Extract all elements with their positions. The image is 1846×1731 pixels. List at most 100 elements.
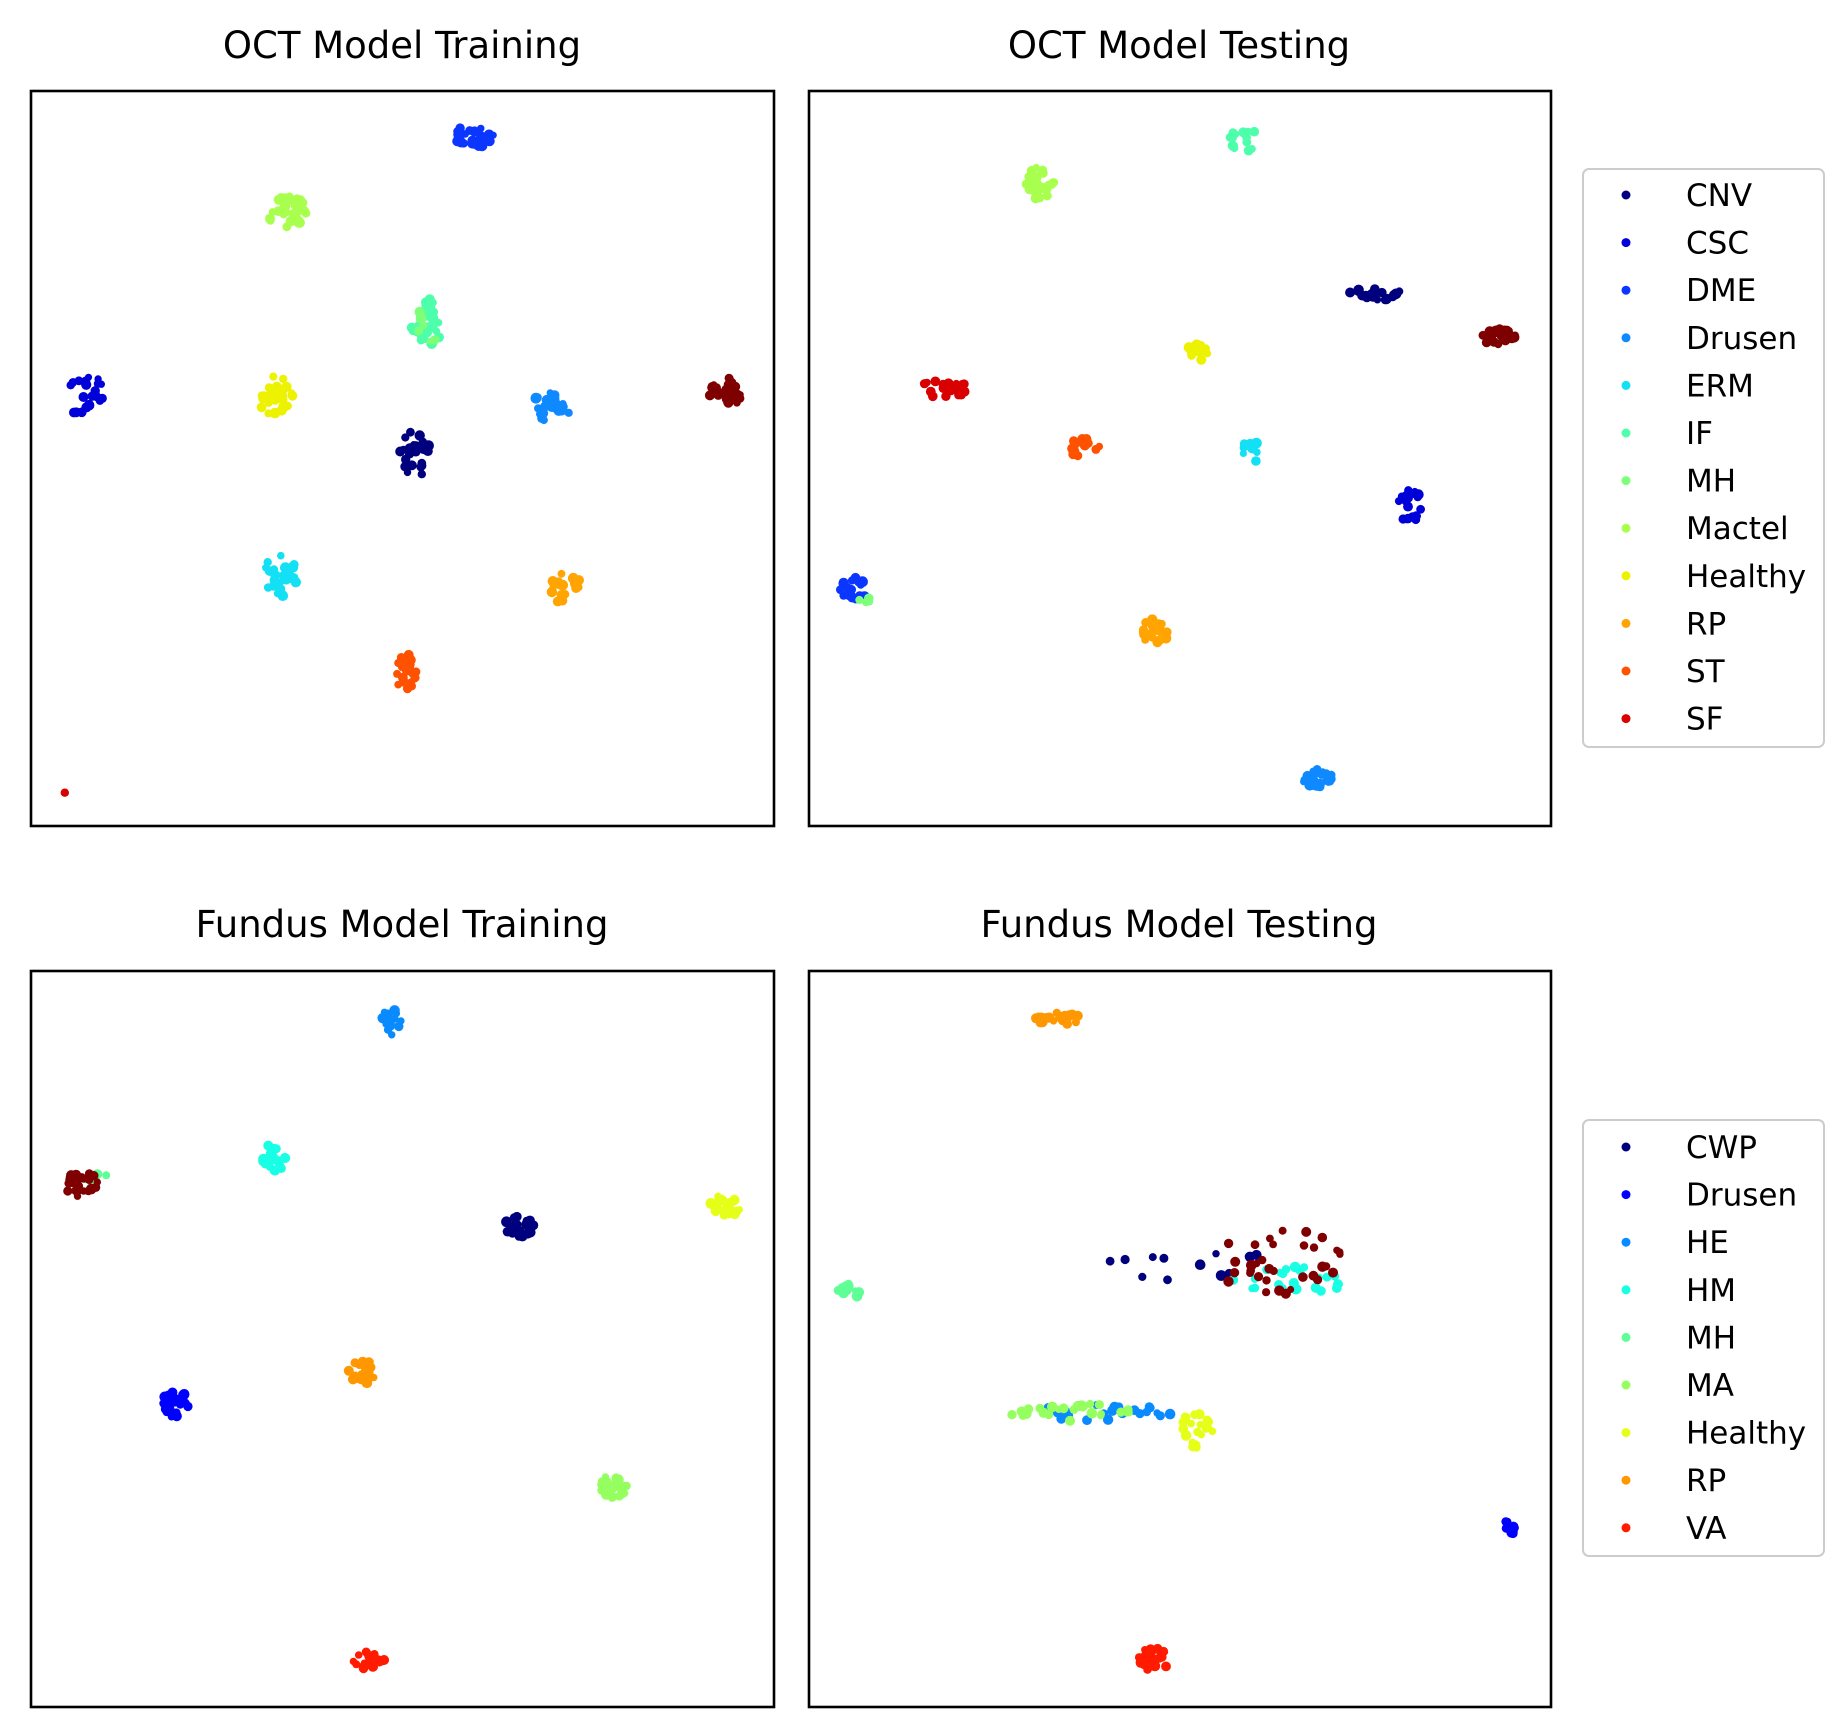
scatter-point-drusen bbox=[166, 1404, 175, 1414]
scatter-point bbox=[1262, 1288, 1271, 1297]
legend-label: RP bbox=[1686, 1463, 1726, 1499]
scatter-point-st bbox=[1069, 436, 1079, 446]
scatter-point bbox=[1298, 1272, 1308, 1282]
scatter-point-hm bbox=[1332, 1283, 1342, 1293]
scatter-point-rp bbox=[557, 597, 565, 606]
scatter-point bbox=[1328, 1267, 1338, 1278]
scatter-point-healthy bbox=[1196, 354, 1207, 365]
scatter-point-healthy bbox=[269, 407, 281, 419]
scatter-point-mactel bbox=[273, 206, 284, 217]
scatter-point-cnv bbox=[416, 442, 426, 453]
scatter-point-if bbox=[427, 312, 439, 324]
panel-title: Fundus Model Training bbox=[196, 903, 609, 946]
legend-label: CWP bbox=[1686, 1130, 1757, 1166]
scatter-point-cnv bbox=[1380, 295, 1390, 305]
scatter-point bbox=[724, 373, 734, 383]
scatter-point-va bbox=[1140, 1653, 1151, 1663]
scatter-point-csc bbox=[1404, 494, 1413, 503]
scatter-point-healthy bbox=[264, 390, 275, 402]
scatter-point-mactel bbox=[1038, 165, 1048, 175]
scatter-point-rp bbox=[369, 1373, 378, 1382]
legend-marker bbox=[1621, 1237, 1631, 1247]
scatter-point bbox=[1253, 1272, 1264, 1282]
scatter-point-rp bbox=[546, 586, 558, 598]
scatter-point-st bbox=[405, 664, 415, 673]
legend-oct: CNV CSC DME Drusen ERM IF MH Mactel Healthy RP ST S… bbox=[1582, 168, 1825, 748]
scatter-point-rp bbox=[360, 1368, 369, 1377]
legend-marker bbox=[1621, 285, 1631, 295]
scatter-point-st bbox=[1081, 434, 1092, 444]
scatter-point bbox=[67, 1176, 79, 1188]
scatter-point-cnv bbox=[404, 449, 415, 459]
scatter-point bbox=[84, 1187, 93, 1196]
points-oct-training bbox=[60, 123, 745, 797]
scatter-point-erm bbox=[263, 583, 273, 592]
panel-fundus-testing: Fundus Model Testing CWP Drusen HE HM MH MA He… bbox=[807, 903, 1825, 1709]
scatter-point-csc bbox=[1402, 515, 1411, 524]
legend-label: SF bbox=[1686, 702, 1724, 738]
scatter-point-mh bbox=[844, 1279, 853, 1289]
scatter-point-sf bbox=[919, 379, 930, 389]
legend-marker bbox=[1621, 1285, 1631, 1295]
scatter-point-rp bbox=[1072, 1010, 1083, 1021]
scatter-point-mactel bbox=[292, 194, 302, 203]
scatter-point-healthy bbox=[1187, 349, 1196, 358]
scatter-point-erm bbox=[273, 581, 283, 591]
points-fundus-training bbox=[63, 1005, 744, 1674]
scatter-point bbox=[1508, 331, 1520, 343]
scatter-point-healthy bbox=[1180, 1412, 1191, 1423]
scatter-point-cnv bbox=[1390, 288, 1402, 300]
scatter-point-st bbox=[1073, 451, 1083, 461]
scatter-point-hm bbox=[1278, 1269, 1288, 1279]
scatter-point-he bbox=[1107, 1405, 1118, 1416]
scatter-point-erm bbox=[1245, 438, 1256, 450]
legend-marker bbox=[1621, 1380, 1631, 1390]
panel-oct-training: OCT Model Training bbox=[29, 24, 776, 828]
scatter-point bbox=[1246, 1259, 1257, 1271]
scatter-point-rp bbox=[343, 1365, 354, 1376]
scatter-point-mactel bbox=[285, 216, 296, 227]
scatter-point-healthy bbox=[1203, 349, 1212, 358]
scatter-point-st bbox=[394, 680, 403, 689]
legend-marker bbox=[1621, 1142, 1631, 1152]
scatter-point-he bbox=[1102, 1414, 1114, 1425]
scatter-point-if bbox=[421, 326, 433, 338]
panel-title: OCT Model Training bbox=[223, 24, 581, 67]
scatter-point-cwp bbox=[1212, 1250, 1220, 1258]
scatter-point-drusen bbox=[536, 410, 544, 419]
scatter-point-healthy bbox=[1196, 1420, 1205, 1429]
scatter-point-sf bbox=[930, 376, 941, 387]
scatter-point-healthy bbox=[1204, 1417, 1214, 1427]
scatter-point-csc bbox=[81, 379, 92, 390]
legend-label: MA bbox=[1686, 1368, 1734, 1404]
legend-marker bbox=[1621, 1428, 1631, 1438]
scatter-point-drusen bbox=[1302, 770, 1313, 781]
scatter-point-drusen bbox=[1508, 1529, 1518, 1539]
scatter-point-cwp bbox=[1159, 1253, 1169, 1263]
scatter-point-if bbox=[1242, 137, 1252, 147]
scatter-point-healthy bbox=[1197, 1431, 1206, 1439]
scatter-point-cnv bbox=[417, 458, 427, 468]
scatter-point-healthy bbox=[1190, 1440, 1201, 1451]
scatter-point-va bbox=[369, 1661, 377, 1669]
scatter-point-st bbox=[1091, 444, 1101, 454]
scatter-point-he bbox=[381, 1012, 390, 1020]
legend-label: VA bbox=[1686, 1511, 1726, 1547]
scatter-point-ma bbox=[1038, 1407, 1049, 1418]
scatter-point bbox=[63, 1186, 73, 1196]
scatter-point-healthy bbox=[257, 391, 266, 400]
scatter-point-rp bbox=[1154, 635, 1165, 646]
scatter-point-cwp bbox=[506, 1224, 517, 1235]
scatter-point-sf bbox=[928, 391, 938, 402]
scatter-point-dme bbox=[459, 139, 468, 148]
scatter-point-csc bbox=[1413, 489, 1424, 500]
scatter-point-ma bbox=[597, 1477, 607, 1486]
scatter-point-if bbox=[1249, 126, 1260, 137]
scatter-point-healthy bbox=[1197, 341, 1206, 349]
scatter-point-drusen bbox=[1503, 1517, 1512, 1526]
scatter-point-he bbox=[1144, 1402, 1154, 1412]
scatter-point-cnv bbox=[1353, 284, 1364, 295]
scatter-point-rp bbox=[350, 1358, 360, 1368]
scatter-point-rp bbox=[1141, 635, 1150, 644]
scatter-point-mactel bbox=[297, 203, 307, 212]
